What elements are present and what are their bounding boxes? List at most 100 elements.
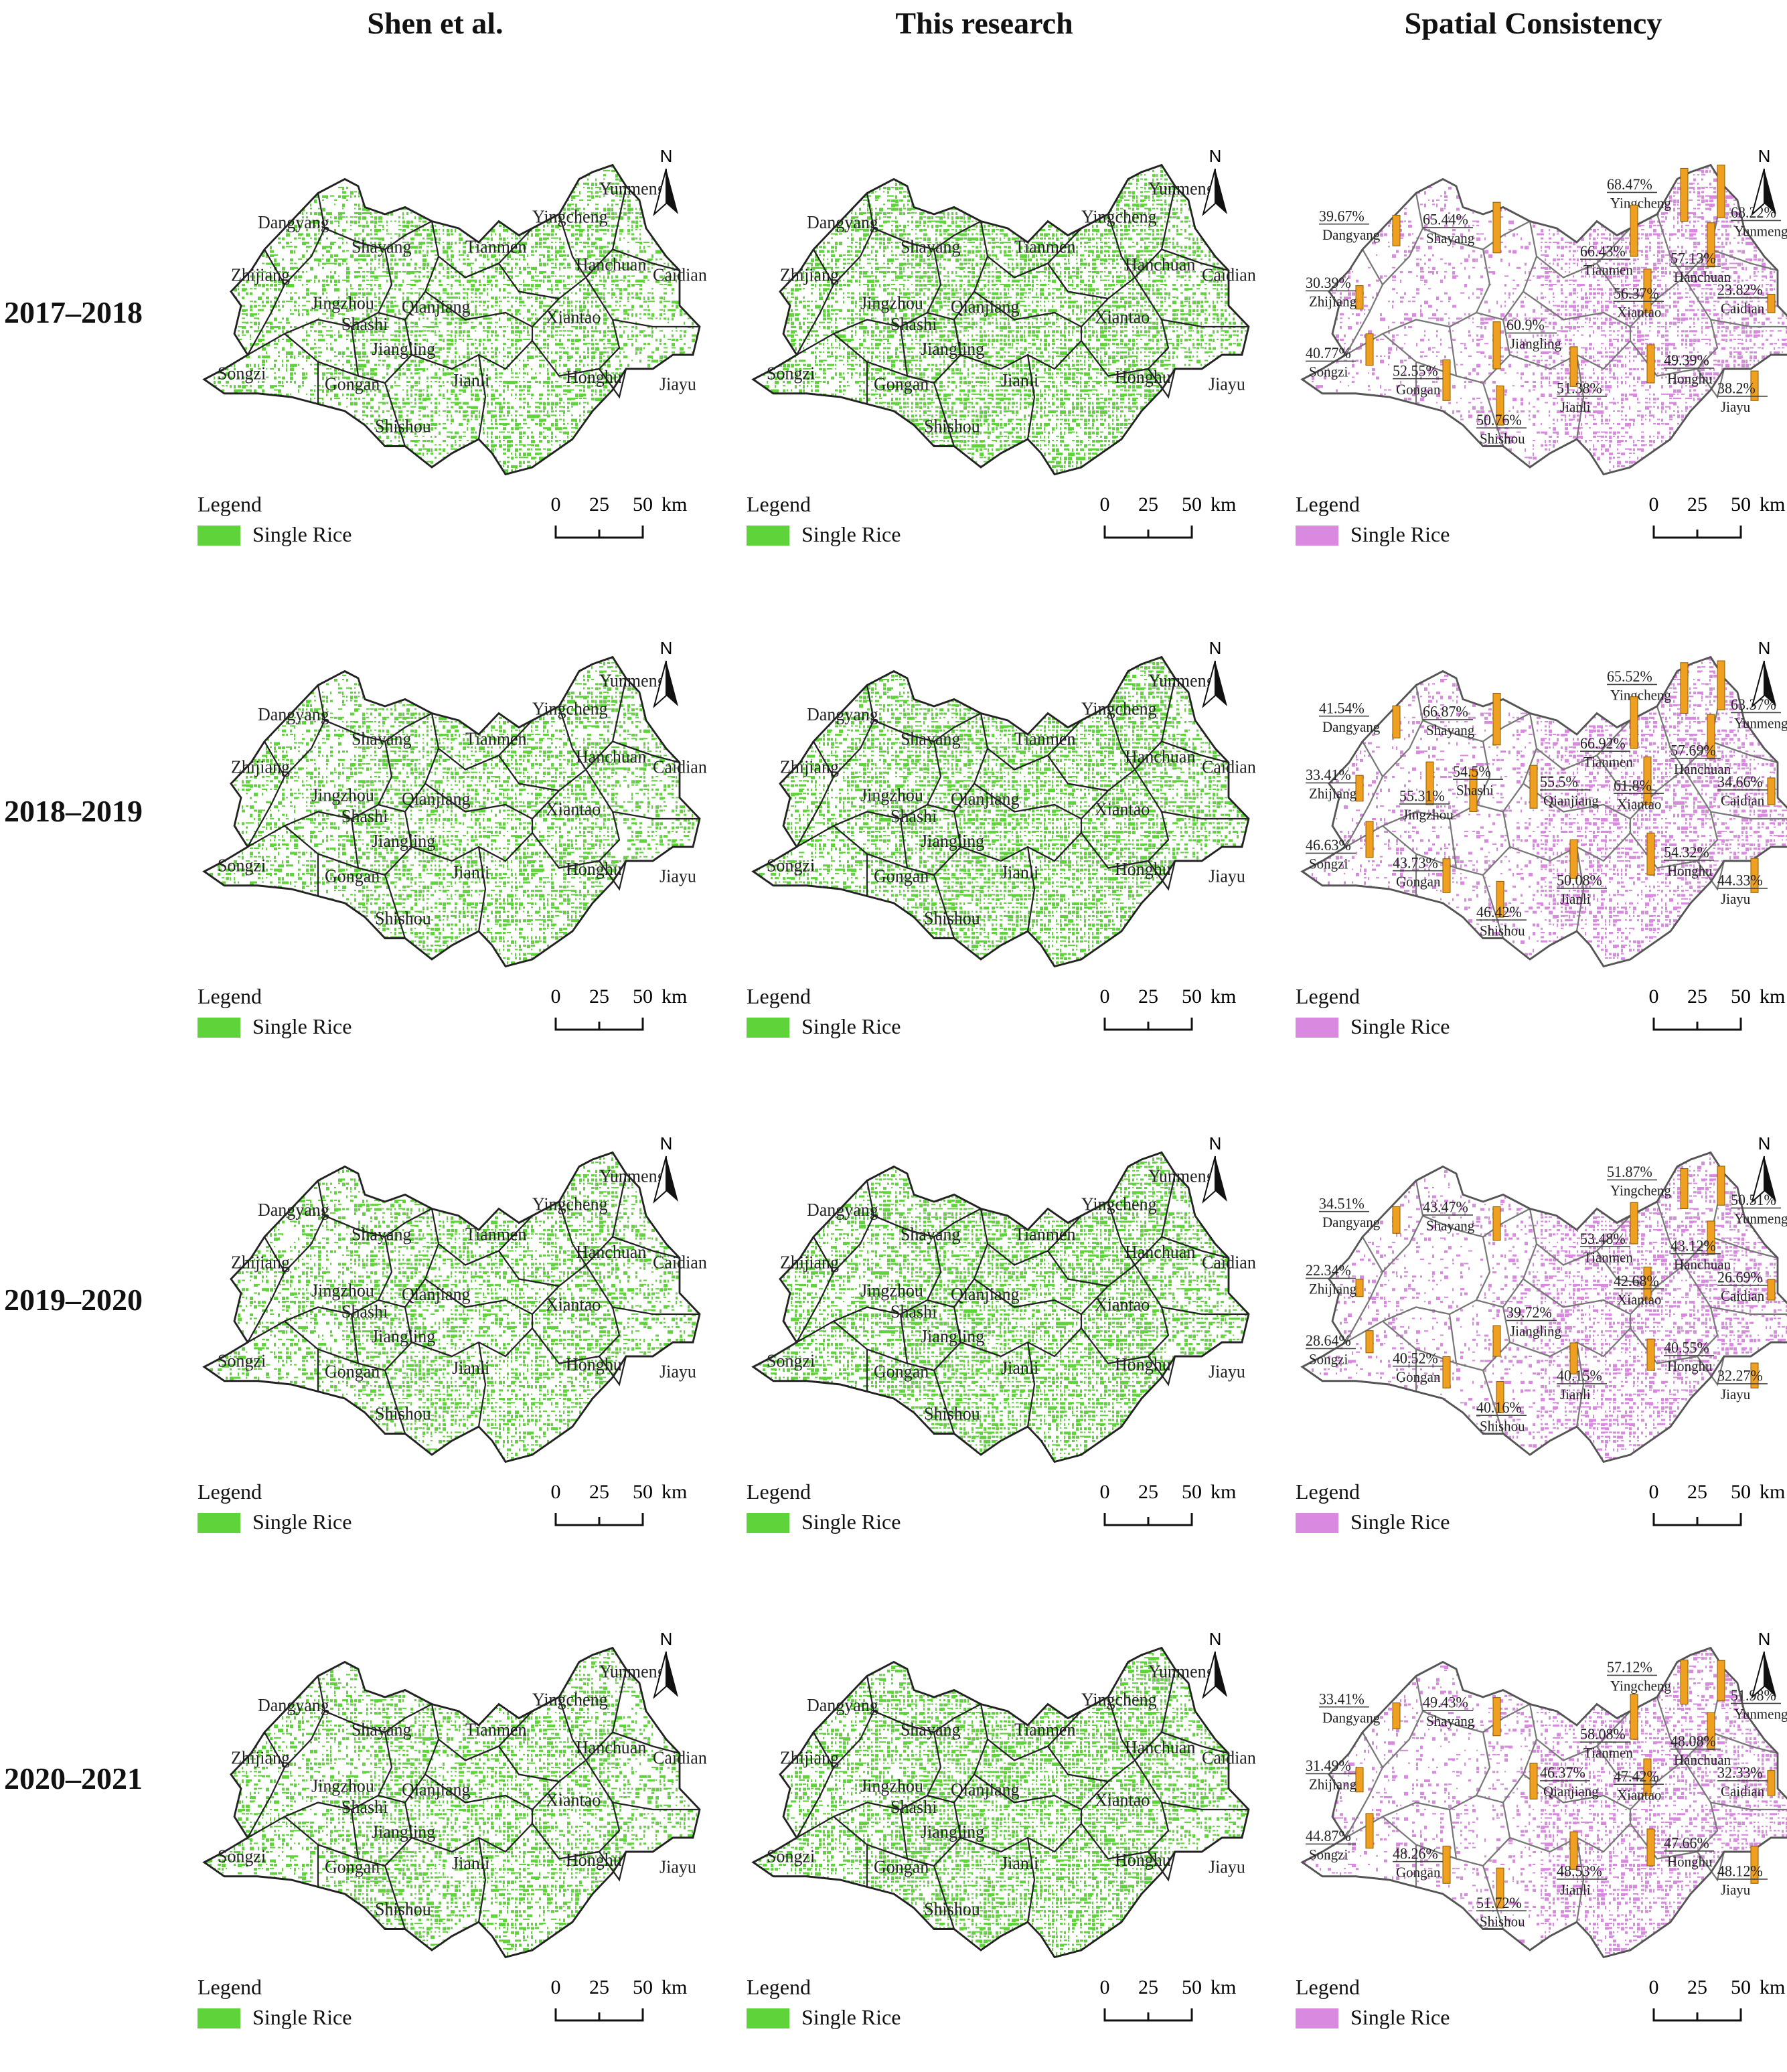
- consistency-value-dangyang: 39.67%: [1319, 208, 1365, 225]
- region-label-dangyang: Dangyang: [1322, 1709, 1380, 1726]
- consistency-value-hanchuan: 57.69%: [1671, 742, 1716, 759]
- consistency-bar-jianli: [1569, 1831, 1578, 1870]
- scale-bar: 0 25 50 km: [1649, 985, 1785, 1031]
- consistency-value-jiayu: 48.12%: [1717, 1862, 1763, 1880]
- region-label-hanchuan: Hanchuan: [1125, 746, 1195, 767]
- region-label-xiantao: Xiantao: [1095, 307, 1150, 327]
- region-label-jianli: Jianli: [1560, 1386, 1590, 1403]
- region-label-songzi: Songzi: [1309, 364, 1348, 380]
- consistency-bar-yunmeng: [1717, 1166, 1725, 1206]
- consistency-value-yingcheng: 57.12%: [1607, 1659, 1652, 1676]
- region-label-caidian: Caidian: [1202, 1252, 1256, 1273]
- region-label-jingzhou: Jingzhou: [860, 1280, 923, 1301]
- consistency-bar-xiantao: [1643, 1267, 1652, 1301]
- region-label-gongan: Gongan: [1396, 1864, 1441, 1881]
- legend-title: Legend: [747, 492, 811, 516]
- legend-swatch: [1296, 2008, 1338, 2028]
- consistency-value-jianli: 50.08%: [1557, 872, 1602, 889]
- region-label-qianjiang: Qianjiang: [951, 1283, 1019, 1304]
- region-label-shashi: Shashi: [890, 314, 937, 335]
- region-label-jingzhou: Jingzhou: [1403, 807, 1454, 823]
- region-label-jingzhou: Jingzhou: [311, 1775, 374, 1796]
- region-label-shayang: Shayang: [1426, 722, 1475, 739]
- region-label-hanchuan: Hanchuan: [576, 254, 646, 274]
- map-panel: Dangyang Shayang Tianmen Yingcheng Yunmeng Ha…: [726, 1583, 1262, 2072]
- consistency-bar-jiangling: [1492, 321, 1501, 370]
- region-label-dangyang: Dangyang: [807, 1199, 878, 1220]
- region-label-zhijiang: Zhijiang: [1309, 1776, 1356, 1793]
- region-label-jingzhou: Jingzhou: [311, 785, 374, 805]
- region-label-jiayu: Jiayu: [1721, 1386, 1751, 1403]
- county-boundaries: [796, 1173, 1249, 1434]
- map-panel: Dangyang Shayang Tianmen Yingcheng Yunmeng Ha…: [177, 1088, 713, 1577]
- consistency-value-hanchuan: 43.12%: [1671, 1237, 1716, 1255]
- region-label-caidian: Caidian: [653, 1747, 707, 1768]
- region-label-hanchuan: Hanchuan: [1125, 1241, 1195, 1262]
- scale-tick-label: 50: [1731, 985, 1751, 1008]
- region-label-zhijiang: Zhijiang: [780, 264, 839, 285]
- study-area-outline: [1300, 163, 1787, 475]
- consistency-value-jianli: 48.53%: [1557, 1862, 1602, 1880]
- scale-tick-label: 25: [1687, 1976, 1707, 1998]
- north-label: N: [660, 147, 673, 166]
- study-area-outline: [751, 163, 1250, 475]
- consistency-value-dangyang: 33.41%: [1319, 1690, 1365, 1708]
- scale-tick-label: 0: [551, 985, 561, 1008]
- region-label-honghu: Honghu: [1115, 858, 1171, 879]
- consistency-value-jingzhou: 55.31%: [1399, 787, 1445, 805]
- region-label-tianmen: Tianmen: [1583, 1745, 1633, 1761]
- row-label-2019-2020: 2019–2020: [4, 1283, 143, 1317]
- scale-unit-label: km: [1760, 493, 1785, 515]
- region-label-xiantao: Xiantao: [1617, 1291, 1661, 1308]
- region-label-dangyang: Dangyang: [258, 1199, 329, 1220]
- region-label-caidian: Caidian: [1721, 793, 1765, 809]
- map-panel: Dangyang Shayang Tianmen Yingcheng Yunmeng Ha…: [177, 592, 713, 1081]
- consistency-bar-honghu: [1646, 832, 1655, 876]
- scale-tick-label: 25: [589, 985, 609, 1008]
- consistency-value-dangyang: 34.51%: [1319, 1195, 1365, 1212]
- consistency-bar-caidian: [1767, 1770, 1776, 1796]
- consistency-bar-zhijiang: [1355, 1279, 1364, 1297]
- county-boundaries: [247, 678, 700, 939]
- region-label-shishou: Shishou: [375, 1403, 431, 1424]
- consistency-bar-tianmen: [1630, 204, 1638, 257]
- region-label-yingcheng: Yingcheng: [532, 206, 608, 227]
- scale-bar: 0 25 50 km: [1649, 1481, 1785, 1526]
- region-label-jiangling: Jiangling: [372, 1326, 435, 1346]
- region-label-yunmeng: Yunmeng: [1734, 715, 1787, 732]
- region-label-qianjiang: Qianjiang: [402, 1779, 470, 1800]
- map-panel: Dangyang Shayang Tianmen Yingcheng Yunmeng Ha…: [177, 100, 713, 589]
- region-label-shayang: Shayang: [352, 728, 411, 749]
- scale-tick-label: 25: [1138, 1481, 1158, 1503]
- legend-title: Legend: [747, 1975, 811, 1999]
- legend-item-label: Single Rice: [1350, 522, 1450, 546]
- scale-tick-label: 50: [1182, 493, 1202, 515]
- region-label-yingcheng: Yingcheng: [1081, 698, 1157, 719]
- region-label-shayang: Shayang: [901, 236, 960, 257]
- scale-tick-label: 50: [633, 1481, 653, 1503]
- consistency-bar-xiantao: [1643, 1758, 1652, 1796]
- consistency-bar-honghu: [1646, 344, 1655, 384]
- region-label-honghu: Honghu: [1115, 366, 1171, 387]
- region-label-songzi: Songzi: [218, 1846, 266, 1866]
- consistency-value-tianmen: 58.08%: [1580, 1726, 1626, 1743]
- region-label-xiantao: Xiantao: [546, 307, 601, 327]
- consistency-value-caidian: 32.33%: [1717, 1764, 1763, 1781]
- region-label-jingzhou: Jingzhou: [311, 293, 374, 313]
- scale-tick-label: 25: [1138, 985, 1158, 1008]
- scale-tick-label: 0: [551, 1481, 561, 1503]
- scale-bar: 0 25 50 km: [1100, 1976, 1236, 2022]
- region-label-zhijiang: Zhijiang: [780, 1252, 839, 1273]
- region-label-zhijiang: Zhijiang: [231, 756, 290, 777]
- region-label-jiayu: Jiayu: [659, 1361, 696, 1382]
- region-label-jiayu: Jiayu: [1721, 1882, 1751, 1899]
- region-label-yunmeng: Yunmeng: [599, 670, 666, 691]
- region-label-tianmen: Tianmen: [465, 236, 526, 257]
- region-label-hanchuan: Hanchuan: [576, 1737, 646, 1757]
- scale-tick-label: 0: [551, 1976, 561, 1998]
- legend-title: Legend: [1296, 1480, 1360, 1504]
- study-area-outline: [202, 1151, 701, 1463]
- consistency-bar-jiayu: [1750, 1846, 1759, 1884]
- map-panel: 57.12%Yingcheng51.98%Yunmeng33.41%Dangya…: [1275, 1583, 1787, 2072]
- consistency-value-honghu: 47.66%: [1664, 1834, 1709, 1852]
